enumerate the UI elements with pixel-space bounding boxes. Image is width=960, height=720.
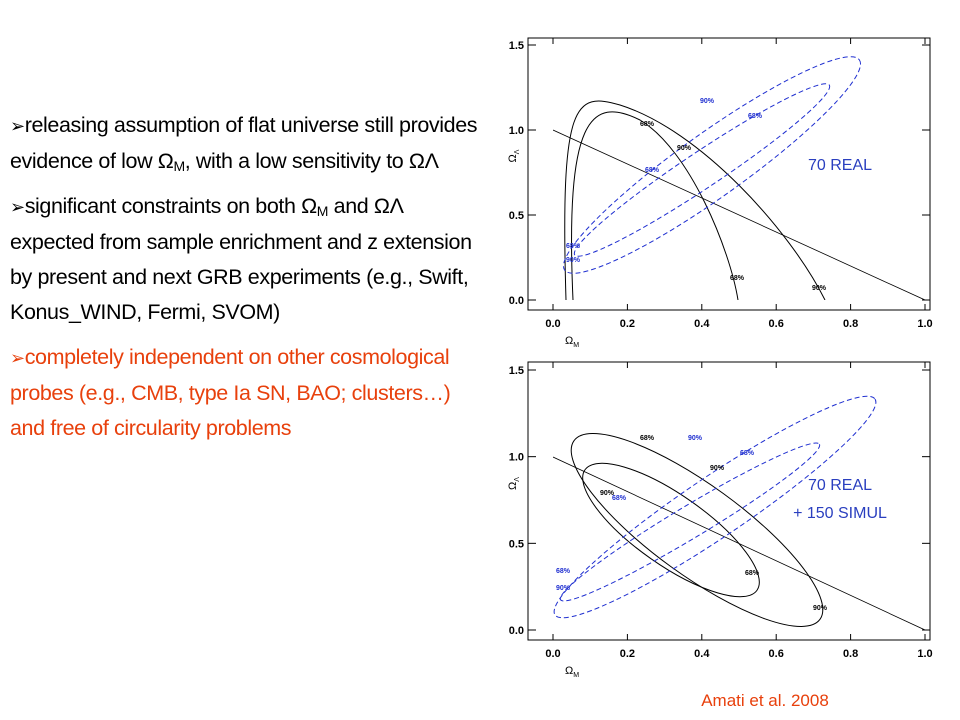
contour-label: 90% (710, 465, 725, 472)
contour-label: 68% (740, 450, 755, 457)
contour-label: 90% (688, 435, 703, 442)
contour-68 (571, 111, 739, 300)
subscript: M (573, 342, 579, 349)
symbol: Ω (507, 482, 519, 490)
x-axis-label: ΩM (565, 665, 579, 679)
y-axis-label: ΩΛ (507, 149, 521, 162)
contour-label: 90% (677, 145, 692, 152)
subscript: M (316, 203, 329, 219)
subscript: Λ (514, 149, 521, 154)
x-tick-label: 0.2 (620, 648, 635, 660)
bullet: releasing assumption of flat universe st… (10, 108, 488, 179)
x-tick-label: 0.6 (769, 318, 784, 330)
flat-line (553, 129, 925, 300)
y-tick-label: 0.5 (509, 538, 524, 550)
y-tick-label: 0.0 (509, 295, 524, 307)
subscript: M (573, 672, 579, 679)
contour-label: 90% (556, 585, 571, 592)
annotation: 70 REAL (808, 477, 872, 494)
x-axis-label: ΩM (565, 335, 579, 349)
contour-label: 68% (612, 495, 627, 502)
x-tick-label: 0.4 (694, 318, 710, 330)
contour-label: 68% (566, 243, 581, 250)
x-tick-label: 0.0 (545, 318, 560, 330)
bullet-text: , with a low sensitivity to (184, 149, 409, 173)
annotation: 70 REAL (808, 157, 872, 174)
symbol: ΩΛ (408, 149, 439, 173)
y-tick-label: 0.0 (509, 625, 524, 637)
contours (553, 395, 925, 630)
contour-label: 90% (600, 490, 615, 497)
contour-label: 68% (640, 435, 655, 442)
contour-label: 68% (640, 121, 655, 128)
contour-labels: 68% 90% 68% 90% 90% 68% 68% 68% 90% (566, 98, 827, 292)
caption: Amati et al. 2008 (701, 691, 829, 710)
subscript: M (173, 158, 185, 174)
bullet-text: significant constraints on both (24, 194, 302, 218)
contour-label: 90% (700, 98, 715, 105)
contour-90 (570, 433, 824, 627)
x-tick-label: 0.6 (769, 648, 784, 660)
symbol: Ω (565, 665, 573, 677)
y-axis-label: ΩΛ (507, 477, 521, 490)
x-tick-label: 1.0 (917, 318, 932, 330)
x-tick-label: 0.4 (694, 648, 710, 660)
y-tick-label: 1.0 (509, 452, 524, 464)
x-tick-label: 0.8 (843, 318, 858, 330)
x-tick-label: 1.0 (917, 648, 932, 660)
bullet-text: and (328, 194, 374, 218)
contours (553, 56, 925, 300)
contour-68-sim (559, 442, 821, 602)
contour-68 (582, 462, 760, 598)
contour-90-sim (562, 56, 862, 274)
y-tick-label: 1.5 (509, 365, 524, 377)
symbol: Ω (301, 194, 317, 218)
contour-label: 68% (748, 113, 763, 120)
symbol: Ω (157, 149, 174, 173)
plot-frame (527, 37, 931, 311)
contour-label: 90% (813, 605, 828, 612)
symbol: Ω (507, 154, 519, 162)
bullet-text: expected from sample enrichment and z ex… (10, 230, 472, 324)
contour-90 (564, 100, 826, 300)
bullet-text: completely independent on other cosmolog… (10, 345, 451, 440)
y-tick-label: 1.5 (509, 40, 524, 52)
contour-label: 90% (566, 257, 581, 264)
bullet: completely independent on other cosmolog… (10, 340, 488, 446)
subscript: Λ (514, 477, 521, 482)
symbol: Ω (565, 335, 573, 347)
contour-label: 68% (745, 570, 760, 577)
bullet-list: releasing assumption of flat universe st… (10, 108, 488, 456)
bullet: significant constraints on both ΩM and Ω… (10, 189, 488, 330)
contour-label: 90% (812, 285, 827, 292)
symbol: ΩΛ (373, 194, 403, 218)
x-tick-label: 0.2 (620, 318, 635, 330)
annotation: + 150 SIMUL (793, 505, 887, 522)
bullet-text: releasing assumption of flat universe st… (10, 113, 478, 173)
plot-frame (527, 361, 931, 641)
x-tick-label: 0.0 (545, 648, 560, 660)
contour-labels: 68% 90% 90% 68% 90% 90% 68% 68% 68% 90% (556, 435, 828, 612)
y-tick-label: 0.5 (509, 210, 524, 222)
y-tick-label: 1.0 (509, 125, 524, 137)
x-tick-label: 0.8 (843, 648, 858, 660)
contour-68-sim (573, 83, 831, 257)
contour-label: 68% (645, 167, 660, 174)
contour-label: 68% (556, 568, 571, 575)
contour-90-sim (553, 395, 877, 619)
contour-label: 68% (730, 275, 745, 282)
